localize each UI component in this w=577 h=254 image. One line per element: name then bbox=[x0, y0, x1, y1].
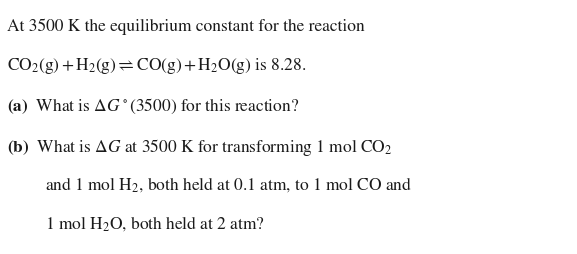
Text: ${\bf (c)}$  In which direction would this last reaction run: ${\bf (c)}$ In which direction would thi… bbox=[7, 253, 358, 254]
Text: and 1 mol $\mathrm{H_2}$, both held at 0.1 atm, to 1 mol CO and: and 1 mol $\mathrm{H_2}$, both held at 0… bbox=[45, 175, 412, 194]
Text: $\mathrm{CO_2(g) + H_2(g) \rightleftharpoons CO(g) + H_2O(g)}$ is 8.28.: $\mathrm{CO_2(g) + H_2(g) \rightleftharp… bbox=[7, 56, 306, 76]
Text: ${\bf (b)}$  What is $\Delta G$ at 3500 K for transforming 1 mol $\mathrm{CO_2}$: ${\bf (b)}$ What is $\Delta G$ at 3500 K… bbox=[7, 136, 392, 157]
Text: 1 mol $\mathrm{H_2O}$, both held at 2 atm?: 1 mol $\mathrm{H_2O}$, both held at 2 at… bbox=[45, 213, 265, 232]
Text: ${\bf (a)}$  What is $\Delta G^\circ$(3500) for this reaction?: ${\bf (a)}$ What is $\Delta G^\circ$(350… bbox=[7, 97, 299, 116]
Text: At 3500 K the equilibrium constant for the reaction: At 3500 K the equilibrium constant for t… bbox=[7, 18, 365, 35]
